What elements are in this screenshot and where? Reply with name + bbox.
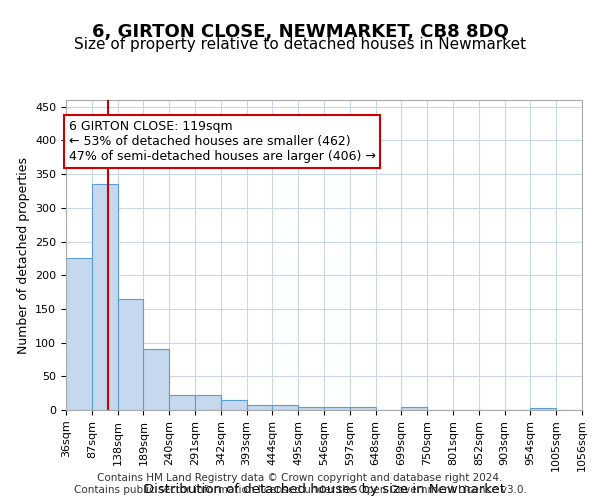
Bar	[195, 395, 221, 410]
Bar	[530, 408, 556, 410]
Bar	[221, 400, 247, 410]
Bar	[247, 406, 272, 410]
Bar	[92, 184, 118, 410]
Bar	[350, 408, 376, 410]
Bar	[66, 258, 92, 410]
Bar	[118, 299, 143, 410]
Bar	[272, 406, 298, 410]
Text: Contains HM Land Registry data © Crown copyright and database right 2024.
Contai: Contains HM Land Registry data © Crown c…	[74, 474, 526, 495]
Y-axis label: Number of detached properties: Number of detached properties	[17, 156, 29, 354]
Text: 6, GIRTON CLOSE, NEWMARKET, CB8 8DQ: 6, GIRTON CLOSE, NEWMARKET, CB8 8DQ	[92, 22, 508, 40]
Text: 6 GIRTON CLOSE: 119sqm
← 53% of detached houses are smaller (462)
47% of semi-de: 6 GIRTON CLOSE: 119sqm ← 53% of detached…	[68, 120, 376, 163]
X-axis label: Distribution of detached houses by size in Newmarket: Distribution of detached houses by size …	[143, 482, 505, 496]
Bar	[324, 408, 350, 410]
Text: Size of property relative to detached houses in Newmarket: Size of property relative to detached ho…	[74, 38, 526, 52]
Bar	[169, 395, 195, 410]
Bar	[298, 406, 324, 410]
Bar	[143, 350, 169, 410]
Bar	[401, 408, 427, 410]
